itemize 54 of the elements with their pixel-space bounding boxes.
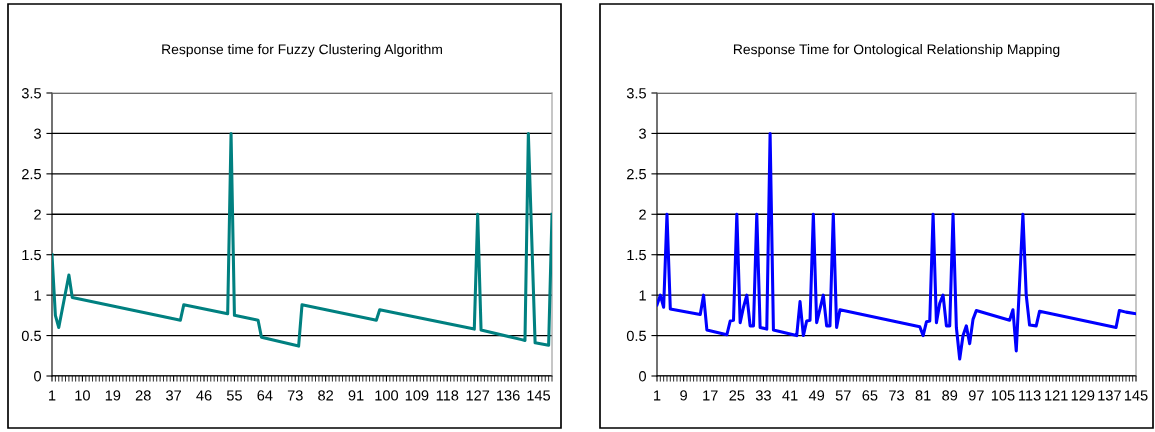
x-tick-label: 49	[808, 390, 825, 401]
x-tick-label: 1	[49, 390, 56, 401]
x-tick-label: 10	[75, 390, 90, 401]
x-tick-label: 97	[968, 390, 984, 401]
y-tick-label: 1.5	[627, 249, 646, 261]
x-tick-label: 64	[257, 390, 273, 401]
chart-title: Response Time for Ontological Relationship Mapping	[733, 44, 1060, 57]
y-tick-label: 3	[34, 128, 41, 139]
x-tick-label: 118	[436, 390, 459, 401]
y-tick-label: 0.5	[21, 330, 41, 341]
y-tick-label: 0	[34, 371, 42, 382]
y-tick-label: 2.5	[627, 168, 646, 180]
x-tick-label: 1	[654, 390, 661, 401]
x-tick-label: 127	[466, 390, 490, 401]
y-tick-label: 1	[34, 290, 41, 301]
x-tick-label: 100	[375, 390, 399, 401]
x-tick-label: 121	[1045, 390, 1068, 401]
chart-title: Response time for Fuzzy Clustering Algorithm	[162, 44, 442, 57]
x-tick-label: 25	[729, 390, 745, 401]
x-tick-label: 109	[405, 390, 429, 401]
x-tick-label: 19	[105, 390, 121, 401]
x-tick-label: 113	[1019, 390, 1041, 401]
x-tick-label: 105	[991, 390, 1015, 401]
x-tick-label: 55	[226, 390, 242, 401]
x-tick-label: 91	[348, 390, 364, 401]
x-tick-label: 57	[835, 390, 851, 401]
x-tick-label: 65	[862, 390, 878, 401]
y-tick-label: 1.5	[22, 249, 41, 261]
x-tick-label: 136	[497, 390, 520, 401]
y-tick-label: 3.5	[626, 88, 646, 99]
x-tick-label: 41	[782, 390, 798, 401]
x-tick-label: 9	[680, 390, 687, 401]
x-tick-label: 137	[1098, 390, 1121, 401]
x-tick-label: 73	[889, 390, 904, 401]
x-tick-label: 37	[166, 390, 181, 401]
y-tick-label: 0.5	[626, 330, 646, 341]
y-tick-label: 2	[34, 209, 41, 220]
x-tick-label: 89	[942, 390, 958, 401]
x-tick-label: 145	[527, 390, 551, 401]
x-tick-label: 17	[703, 390, 718, 401]
x-tick-label: 28	[135, 390, 151, 401]
x-tick-label: 73	[287, 390, 303, 401]
x-tick-label: 145	[1124, 390, 1148, 401]
y-tick-label: 3.5	[21, 88, 41, 99]
y-tick-label: 1	[639, 290, 646, 301]
y-tick-label: 2.5	[22, 168, 41, 180]
y-tick-label: 3	[639, 128, 646, 139]
x-tick-label: 82	[318, 390, 334, 401]
y-tick-label: 0	[639, 371, 647, 382]
x-tick-label: 33	[755, 390, 771, 401]
y-tick-label: 2	[639, 209, 646, 220]
x-tick-label: 81	[915, 390, 931, 401]
x-tick-label: 46	[196, 390, 212, 401]
x-tick-label: 129	[1071, 390, 1095, 401]
